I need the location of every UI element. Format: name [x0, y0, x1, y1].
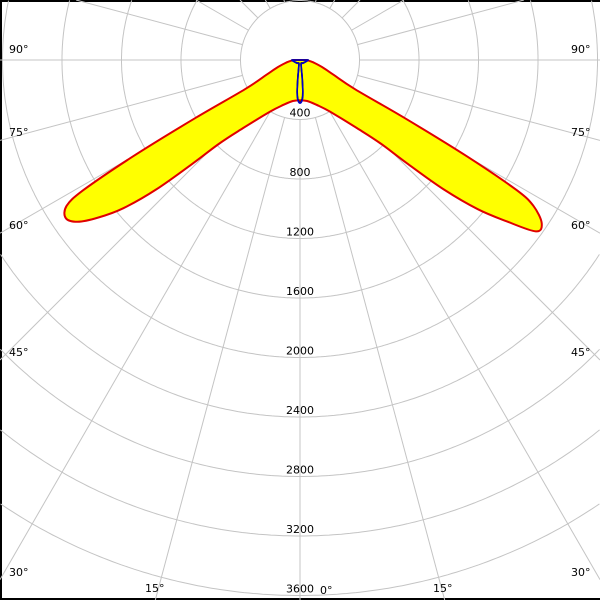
- radial-tick-label: 3600: [286, 583, 314, 596]
- angle-label-right: 30°: [571, 566, 591, 579]
- grid-spoke: [0, 111, 271, 580]
- grid-spoke: [314, 117, 446, 600]
- grid-spoke: [264, 0, 271, 9]
- grid-spoke: [351, 0, 405, 31]
- grid-ring: [2, 0, 598, 358]
- angle-label-left: 45°: [9, 346, 29, 359]
- grid-spoke: [329, 111, 600, 580]
- grid-spoke: [0, 74, 243, 141]
- angle-label-right: 75°: [571, 126, 591, 139]
- grid-spoke: [341, 0, 361, 19]
- angle-label-right: 90°: [571, 43, 591, 56]
- radial-tick-label: 1200: [286, 226, 314, 239]
- angle-label-left: 60°: [9, 219, 29, 232]
- radial-tick-label: 2800: [286, 464, 314, 477]
- radial-tick-label: 2000: [286, 345, 314, 358]
- grid-spoke: [75, 0, 243, 46]
- angle-label-right: 60°: [571, 219, 591, 232]
- angle-label-left: 15°: [145, 582, 165, 595]
- grid-spoke: [154, 117, 286, 600]
- grid-spoke: [329, 0, 336, 9]
- angle-label-zero: 0°: [320, 584, 333, 597]
- grid-ring: [0, 429, 600, 537]
- radial-tick-label: 800: [290, 166, 311, 179]
- grid-ring: [0, 254, 600, 418]
- angle-label-left: 30°: [9, 566, 29, 579]
- grid-spoke: [239, 0, 259, 19]
- grid-ring: [0, 348, 600, 477]
- intensity-curve-3: [291, 59, 309, 104]
- radial-tick-label: 400: [290, 107, 311, 120]
- grid-spoke: [357, 0, 525, 46]
- grid-spoke: [357, 74, 600, 141]
- angle-label-left: 75°: [9, 126, 29, 139]
- radial-tick-label: 2400: [286, 404, 314, 417]
- grid-spoke: [195, 0, 249, 31]
- angle-label-right: 45°: [571, 346, 591, 359]
- angle-label-right: 15°: [433, 582, 453, 595]
- grid-ring: [0, 503, 600, 596]
- radial-tick-label: 1600: [286, 285, 314, 298]
- radial-tick-label: 3200: [286, 523, 314, 536]
- angle-label-left: 90°: [9, 43, 29, 56]
